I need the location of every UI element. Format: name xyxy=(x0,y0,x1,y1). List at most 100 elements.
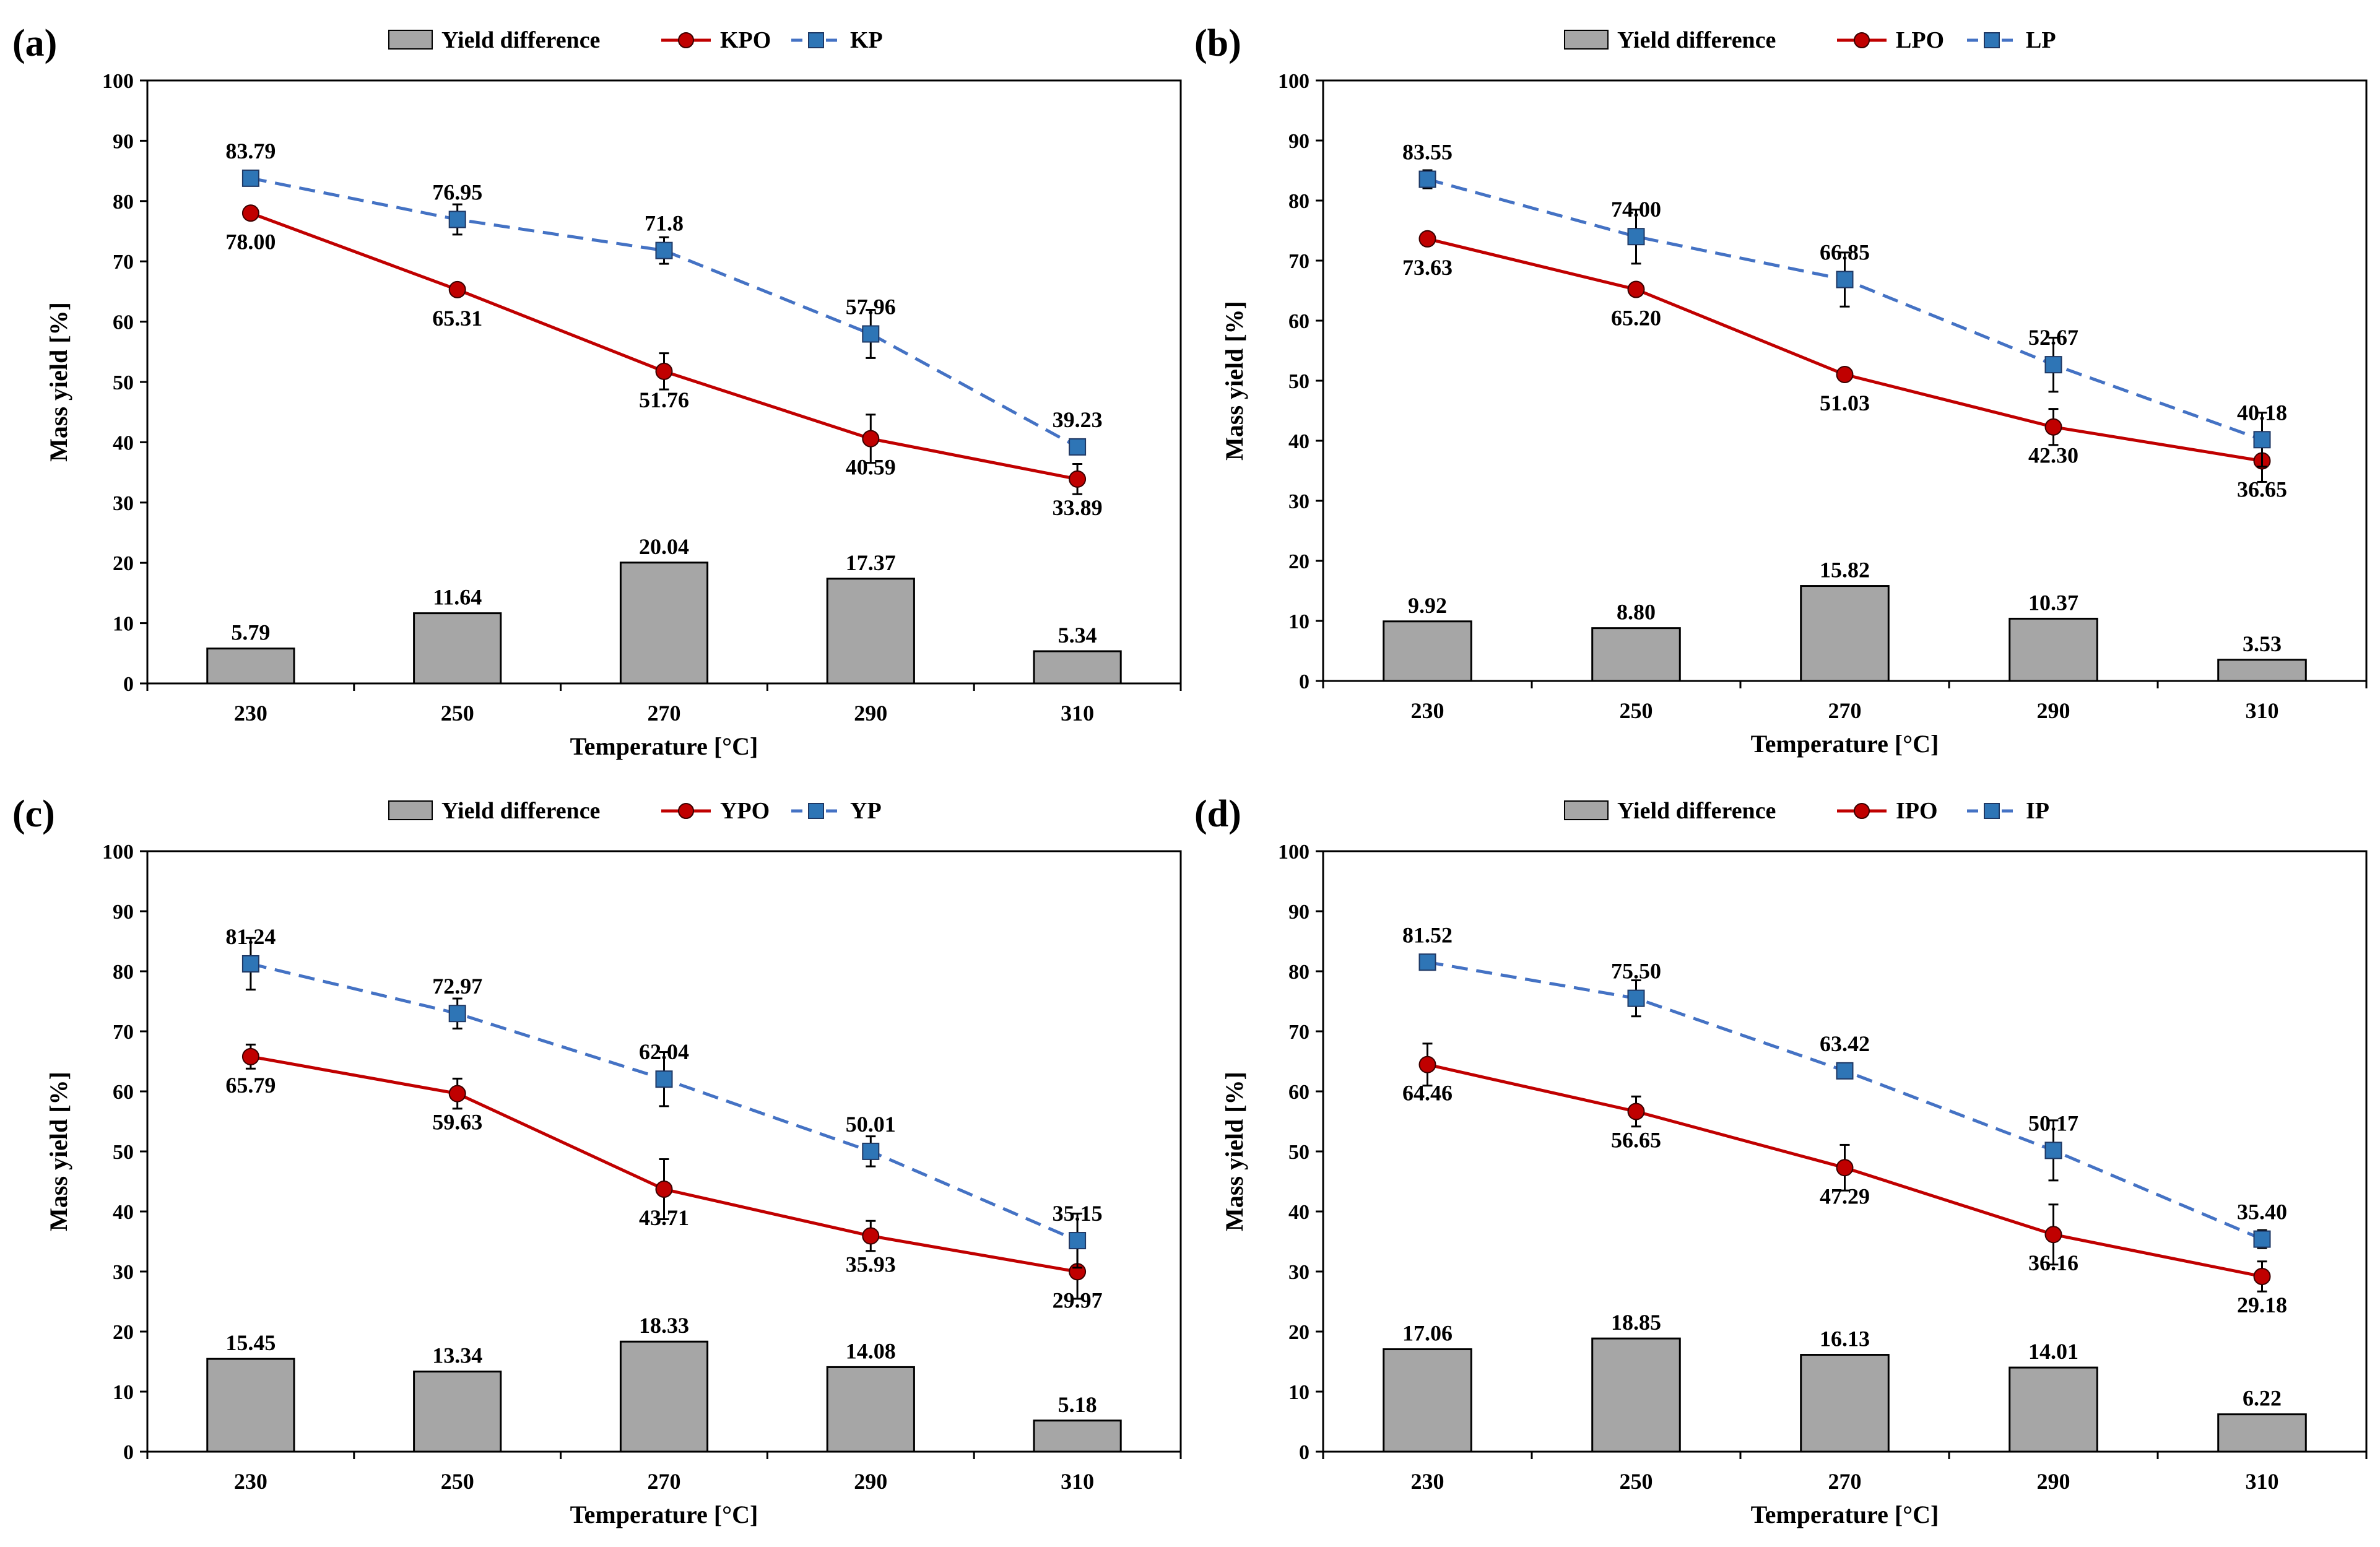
point-LP-2 xyxy=(1836,271,1854,288)
data-label-IPO-0: 64.46 xyxy=(1402,1081,1453,1106)
y-tick-label: 80 xyxy=(1288,190,1309,213)
y-axis: 0 10 20 30 40 50 60 70 80 90 100 xyxy=(102,841,147,1464)
series-LP: 83.55 74.00 66.85 52.67 40.18 xyxy=(1402,140,2287,468)
y-tick-label: 100 xyxy=(102,841,134,864)
y-tick-label: 70 xyxy=(113,1021,134,1044)
panel-label: (c) xyxy=(12,793,55,835)
legend-bar-label: Yield difference xyxy=(441,27,600,53)
data-label-KPO-3: 40.59 xyxy=(846,455,896,480)
y-tick-label: 10 xyxy=(1288,610,1309,633)
x-tick-label: 250 xyxy=(441,701,474,726)
point-IPO-4 xyxy=(2253,1267,2271,1285)
point-KP-1 xyxy=(448,210,466,228)
bar-yield-difference-2 xyxy=(1800,1354,1890,1453)
y-tick-label: 40 xyxy=(113,1201,134,1224)
legend-marker-p xyxy=(808,32,824,48)
legend-line-o-label: IPO xyxy=(1896,798,1938,824)
bar-yield-difference-2 xyxy=(1800,585,1890,682)
bar-data-label-3: 14.01 xyxy=(2028,1339,2078,1364)
data-label-LPO-3: 42.30 xyxy=(2028,443,2078,468)
y-tick-label: 40 xyxy=(1288,430,1309,453)
y-tick-label: 70 xyxy=(1288,250,1309,273)
data-label-IP-4: 35.40 xyxy=(2237,1200,2287,1224)
point-KPO-3 xyxy=(862,430,880,448)
data-label-IPO-2: 47.29 xyxy=(1820,1184,1870,1208)
x-tick-label: 310 xyxy=(2246,1469,2279,1494)
bar-data-label-2: 18.33 xyxy=(639,1313,689,1338)
chart-panel-d: (d) Yield difference IPO IP 0 10 20 30 40 50 60 70 8… xyxy=(1194,793,2368,1528)
legend: Yield difference YPO YP xyxy=(388,798,882,824)
panel-label: (d) xyxy=(1194,793,1241,835)
bar-data-label-2: 16.13 xyxy=(1820,1327,1870,1351)
x-tick-label: 230 xyxy=(1411,1469,1444,1494)
chart-panel-a: (a) Yield difference KPO KP 0 10 20 30 40 50 60 70 8… xyxy=(12,22,1182,760)
point-YP-4 xyxy=(1069,1232,1087,1250)
legend: Yield difference IPO IP xyxy=(1564,798,2049,824)
y-axis-label: Mass yield [%] xyxy=(1220,301,1248,461)
x-tick-label: 270 xyxy=(1828,1469,1862,1494)
data-label-KPO-4: 33.89 xyxy=(1053,495,1103,520)
data-label-IP-0: 81.52 xyxy=(1402,922,1453,947)
x-tick-label: 270 xyxy=(648,1469,681,1494)
point-YP-1 xyxy=(448,1005,466,1023)
x-tick-label: 230 xyxy=(234,701,267,726)
bar-yield-difference-0 xyxy=(1383,1348,1472,1453)
point-LP-1 xyxy=(1627,228,1645,246)
point-IPO-1 xyxy=(1627,1103,1645,1120)
bar-yield-difference-0 xyxy=(1383,620,1472,682)
legend-line-p-label: IP xyxy=(2026,798,2049,824)
legend-line-p-label: YP xyxy=(850,798,882,824)
legend-bar-swatch xyxy=(1564,800,1609,820)
bar-data-label-4: 5.34 xyxy=(1058,623,1097,648)
point-LPO-0 xyxy=(1418,230,1436,248)
y-tick-label: 90 xyxy=(113,901,134,924)
point-LPO-1 xyxy=(1627,280,1645,298)
point-KP-0 xyxy=(241,169,259,187)
bar-data-label-3: 14.08 xyxy=(846,1338,896,1363)
legend-bar-swatch xyxy=(1564,30,1609,50)
legend-marker-o xyxy=(678,32,694,48)
bar-data-label-0: 17.06 xyxy=(1402,1321,1453,1346)
y-tick-label: 70 xyxy=(1288,1021,1309,1044)
bar-yield-difference-2 xyxy=(619,561,709,685)
data-label-KP-3: 57.96 xyxy=(846,294,896,319)
bar-yield-difference-0 xyxy=(206,648,295,685)
panel-label: (b) xyxy=(1194,22,1241,64)
y-tick-label: 50 xyxy=(113,371,134,394)
x-tick-label: 290 xyxy=(854,1469,887,1494)
point-IPO-0 xyxy=(1418,1055,1436,1073)
bar-yield-difference-4 xyxy=(1033,650,1122,685)
data-label-IP-3: 50.17 xyxy=(2028,1111,2078,1135)
x-axis: 230 250 270 290 310 xyxy=(146,683,1182,726)
data-label-KP-0: 83.79 xyxy=(225,139,276,163)
legend-marker-p xyxy=(1984,32,2000,48)
bar-data-label-0: 15.45 xyxy=(225,1330,276,1355)
bar-data-label-2: 20.04 xyxy=(639,534,689,559)
legend: Yield difference KPO KP xyxy=(388,27,883,53)
legend-marker-o xyxy=(1854,803,1870,819)
point-KPO-2 xyxy=(655,362,673,380)
y-tick-label: 10 xyxy=(113,613,134,636)
x-axis-label: Temperature [°C] xyxy=(1751,730,1939,758)
y-tick-label: 30 xyxy=(1288,1261,1309,1284)
data-label-KP-2: 71.8 xyxy=(645,211,684,236)
y-tick-label: 50 xyxy=(1288,370,1309,393)
bar-yield-difference-4 xyxy=(2217,659,2307,682)
data-label-YPO-1: 59.63 xyxy=(432,1110,482,1135)
data-label-YPO-4: 29.97 xyxy=(1053,1288,1103,1312)
x-tick-label: 310 xyxy=(1061,701,1094,726)
point-IP-3 xyxy=(2044,1142,2062,1159)
x-tick-label: 250 xyxy=(1620,698,1653,723)
x-tick-label: 310 xyxy=(1061,1469,1094,1494)
x-tick-label: 270 xyxy=(1828,698,1862,723)
bar-data-label-4: 6.22 xyxy=(2243,1386,2282,1411)
point-KPO-0 xyxy=(241,204,259,222)
x-tick-label: 310 xyxy=(2246,698,2279,723)
data-label-YP-4: 35.15 xyxy=(1053,1201,1103,1226)
x-tick-label: 290 xyxy=(2037,1469,2070,1494)
y-tick-label: 40 xyxy=(113,431,134,454)
legend-bar-swatch xyxy=(388,800,433,820)
legend-line-o-label: YPO xyxy=(720,798,770,824)
y-tick-label: 100 xyxy=(102,70,134,93)
x-tick-label: 230 xyxy=(1411,698,1444,723)
